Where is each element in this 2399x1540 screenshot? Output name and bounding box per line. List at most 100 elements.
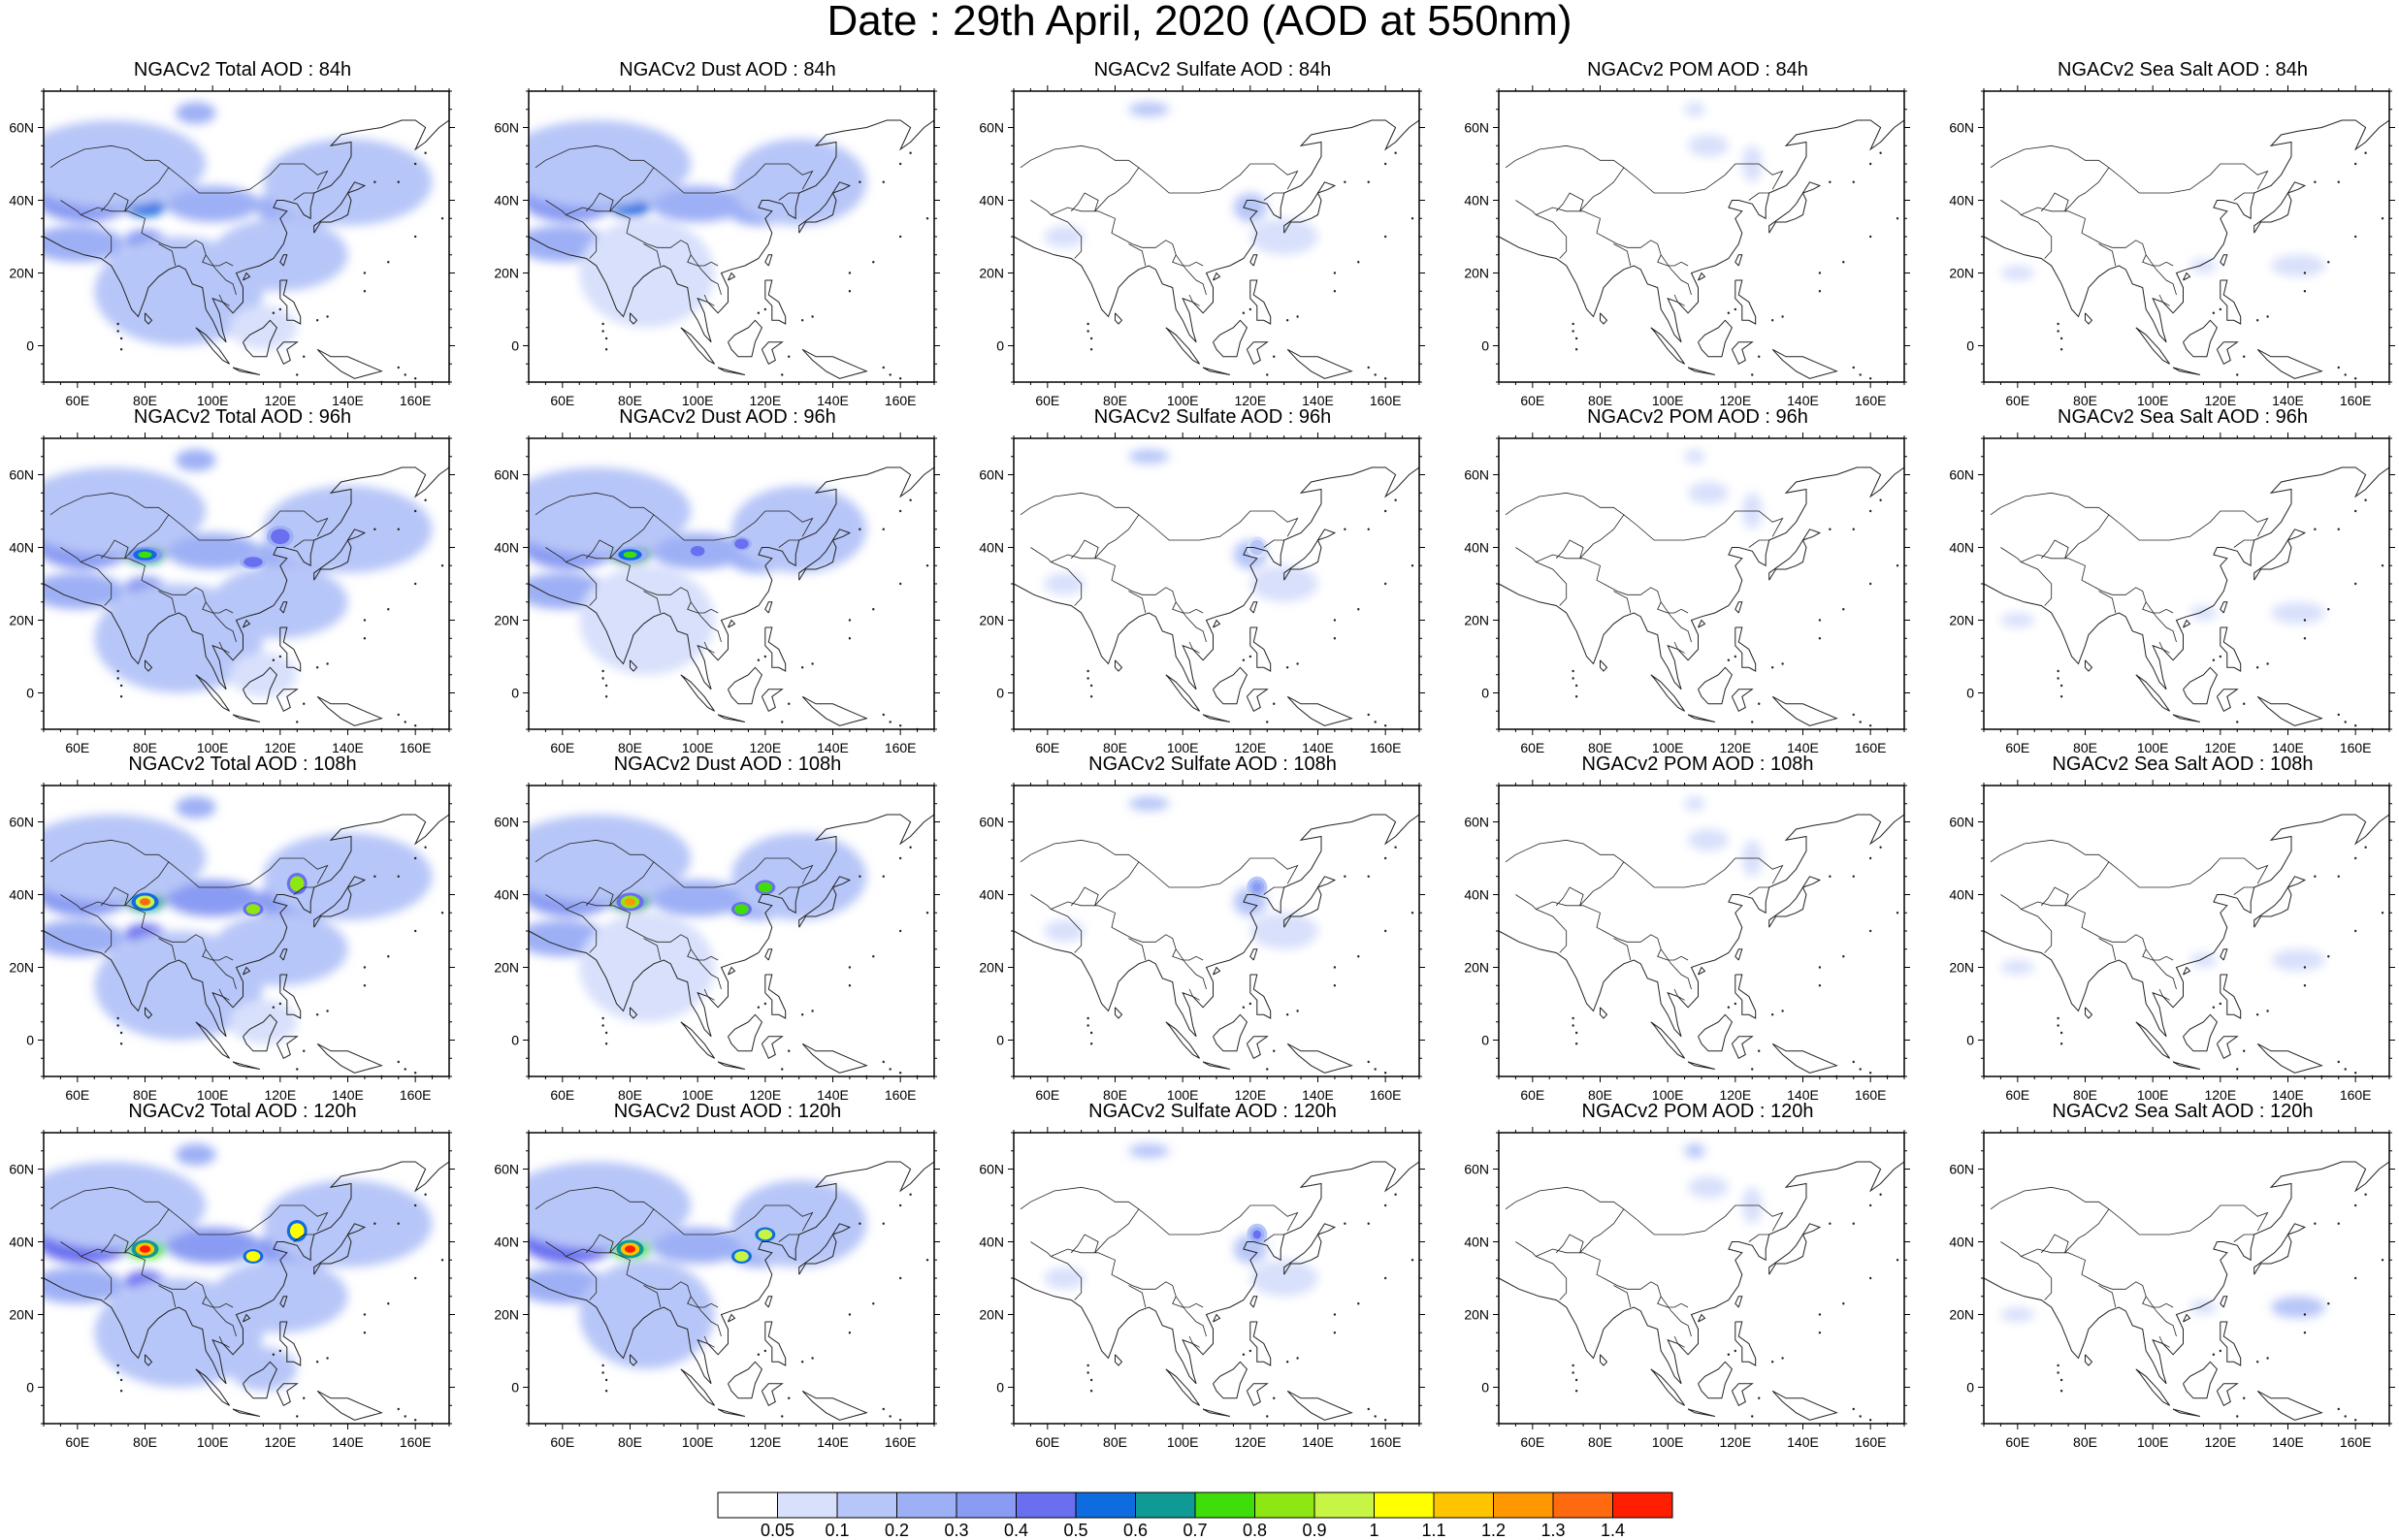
lon-tick-label: 100E: [682, 1434, 714, 1450]
lon-tick-label: 120E: [749, 740, 781, 755]
aod-plume: [175, 102, 216, 124]
map-panel-total-96h: NGACv2 Total AOD : 96h 60E 80E 100E 120E 140E…: [0, 405, 485, 755]
colorbar-label: 1.3: [1540, 1521, 1566, 1540]
aod-plume: [44, 919, 125, 957]
aod-field: [1044, 449, 1318, 602]
aod-map: 60E 80E 100E 120E 140E 160E 60N 40N 20N 0: [979, 780, 1425, 1103]
lon-tick-label: 80E: [1103, 740, 1127, 755]
aod-field: [44, 1143, 433, 1392]
colorbar-box: [1016, 1492, 1077, 1519]
coastlines: [1014, 119, 1419, 382]
lat-tick-label: 0: [996, 1380, 1004, 1396]
aod-hotspot: [624, 898, 636, 906]
aod-plume: [579, 218, 715, 328]
aod-plume: [731, 138, 867, 226]
lat-tick-label: 0: [1481, 1380, 1489, 1396]
aod-plume: [1249, 913, 1318, 949]
lat-tick-label: 40N: [1949, 1235, 1974, 1250]
aod-hotspot: [1252, 543, 1261, 552]
lat-tick-label: 40N: [1464, 540, 1489, 556]
aod-plume: [529, 120, 692, 208]
aod-plume: [1249, 565, 1318, 602]
aod-plume: [650, 1227, 745, 1264]
aod-plume: [579, 913, 715, 1022]
lat-tick-label: 0: [996, 1033, 1004, 1048]
lon-tick-label: 140E: [817, 1434, 849, 1450]
lon-tick-label: 160E: [1855, 740, 1887, 755]
coastlines: [44, 1161, 449, 1424]
aod-map: 60E 80E 100E 120E 140E 160E 60N 40N 20N 0: [9, 433, 455, 755]
aod-plume: [175, 449, 216, 471]
lat-tick-label: 0: [1966, 686, 1974, 701]
aod-field: [2000, 601, 2325, 627]
aod-field: [44, 102, 433, 350]
aod-map: 60E 80E 100E 120E 140E 160E 60N 40N 20N 0: [1464, 85, 1910, 408]
lon-tick-label: 80E: [1103, 393, 1127, 408]
lon-tick-label: 80E: [1588, 740, 1612, 755]
coastlines: [44, 466, 449, 729]
aod-map: 60E 80E 100E 120E 140E 160E 60N 40N 20N 0: [9, 1127, 455, 1450]
lat-tick-label: 60N: [9, 815, 34, 830]
aod-plume: [1688, 482, 1729, 504]
aod-map: 60E 80E 100E 120E 140E 160E 60N 40N 20N 0: [494, 780, 940, 1103]
colorbar-label: 1.2: [1480, 1521, 1507, 1540]
lon-tick-label: 160E: [2340, 1434, 2372, 1450]
colorbar-box: [1552, 1492, 1613, 1519]
lat-tick-label: 20N: [979, 960, 1004, 976]
lon-tick-label: 160E: [400, 740, 432, 755]
lon-tick-label: 120E: [1234, 740, 1266, 755]
lat-tick-label: 60N: [979, 120, 1004, 136]
map-panel-seasalt-96h: NGACv2 Sea Salt AOD : 96h 60E 80E 100E 120E 1…: [1940, 405, 2399, 755]
lon-tick-label: 60E: [65, 740, 89, 755]
aod-plume: [1249, 1260, 1318, 1297]
coastlines: [1014, 1161, 1419, 1424]
lon-tick-label: 80E: [1103, 1087, 1127, 1103]
lon-tick-label: 100E: [2137, 1434, 2169, 1450]
lon-tick-label: 160E: [2340, 1087, 2372, 1103]
lat-tick-label: 60N: [494, 1162, 519, 1177]
aod-plume: [44, 1267, 125, 1304]
lon-tick-label: 80E: [1588, 393, 1612, 408]
lon-tick-label: 140E: [817, 1087, 849, 1103]
aod-plume: [731, 1179, 867, 1267]
lon-tick-label: 60E: [2005, 1434, 2029, 1450]
lon-tick-label: 140E: [2272, 1434, 2304, 1450]
lat-tick-label: 0: [996, 338, 1004, 354]
lon-tick-label: 60E: [550, 740, 574, 755]
panel-title: NGACv2 POM AOD : 84h: [1587, 59, 1808, 80]
panel-title: NGACv2 Sulfate AOD : 120h: [1088, 1101, 1337, 1122]
panel-title: NGACv2 POM AOD : 96h: [1587, 406, 1808, 428]
lat-tick-label: 40N: [1464, 193, 1489, 209]
colorbar-label: 0.3: [944, 1521, 969, 1540]
lat-tick-label: 20N: [1949, 1307, 1974, 1323]
lat-tick-label: 40N: [494, 193, 519, 209]
colorbar-box: [1075, 1492, 1136, 1519]
aod-plume: [44, 225, 125, 263]
lon-tick-label: 140E: [2272, 1087, 2304, 1103]
map-panel-dust-84h: NGACv2 Dust AOD : 84h 60E 80E 100E 120E 140E 1…: [485, 58, 970, 408]
lon-tick-label: 80E: [2073, 1434, 2097, 1450]
lat-tick-label: 60N: [494, 815, 519, 830]
lat-tick-label: 20N: [979, 613, 1004, 628]
coastlines: [1014, 466, 1419, 729]
lon-tick-label: 60E: [1520, 1434, 1544, 1450]
map-panel-seasalt-120h: NGACv2 Sea Salt AOD : 120h 60E 80E 100E 120E…: [1940, 1100, 2399, 1450]
lat-tick-label: 40N: [1949, 887, 1974, 903]
colorbar-label: 1: [1369, 1521, 1379, 1540]
aod-map: 60E 80E 100E 120E 140E 160E 60N 40N 20N 0: [494, 85, 940, 408]
lat-tick-label: 40N: [9, 1235, 34, 1250]
lon-tick-label: 160E: [400, 1087, 432, 1103]
aod-map: 60E 80E 100E 120E 140E 160E 60N 40N 20N 0: [9, 780, 455, 1103]
aod-hotspot: [623, 551, 637, 559]
lon-tick-label: 60E: [2005, 393, 2029, 408]
lon-tick-label: 80E: [133, 1434, 157, 1450]
aod-plume: [263, 138, 433, 226]
aod-plume: [529, 815, 692, 902]
aod-field: [1044, 796, 1318, 949]
aod-hotspot: [289, 1223, 305, 1239]
lon-tick-label: 120E: [749, 1434, 781, 1450]
lon-tick-label: 140E: [1302, 1434, 1334, 1450]
colorbar-label: 0.8: [1242, 1521, 1268, 1540]
lat-tick-label: 40N: [1949, 540, 1974, 556]
lat-tick-label: 20N: [9, 1307, 34, 1323]
